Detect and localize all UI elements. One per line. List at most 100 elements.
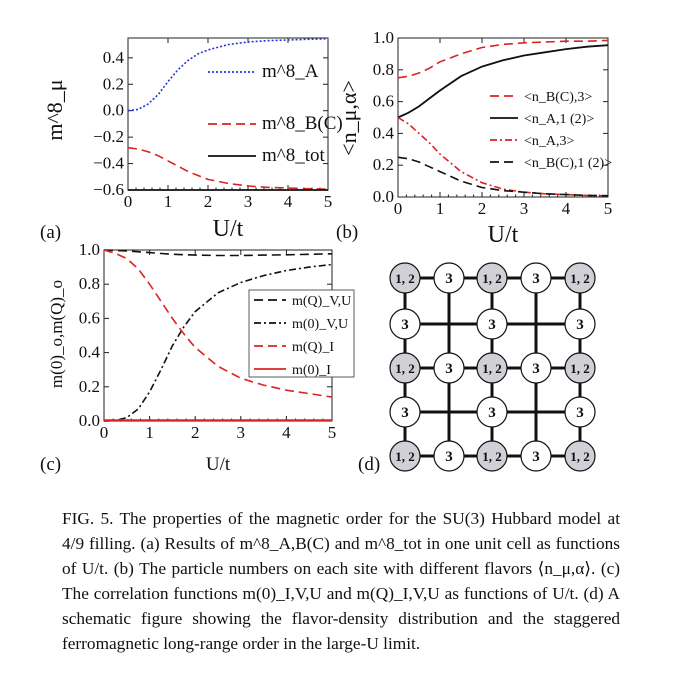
panel-label: (d): [358, 454, 380, 475]
site-label: 1, 2: [570, 271, 590, 286]
y-tick-label: 0.8: [79, 274, 100, 293]
x-tick-label: 1: [436, 199, 445, 218]
series-line-1: [127, 37, 329, 112]
y-tick-label: 0.2: [103, 74, 124, 93]
panel-label: (b): [336, 222, 358, 243]
site-c: [389, 308, 421, 340]
x-tick-label: 5: [604, 199, 613, 218]
site-label: 3: [401, 405, 409, 421]
y-tick-label: 1.0: [373, 28, 394, 47]
site-c: [564, 396, 596, 428]
legend-label-1: m(Q)_V,U: [292, 294, 351, 309]
legend-label-3: <n_A,3>: [524, 134, 575, 149]
y-tick-label: −0.4: [93, 154, 124, 173]
x-tick-label: 3: [237, 423, 246, 442]
legend-label-3: m(Q)_I: [292, 340, 334, 355]
legend-label-1: <n_B(C),3>: [524, 90, 592, 105]
legend-label-2: m(0)_V,U: [292, 317, 348, 332]
x-tick-label: 2: [204, 192, 213, 211]
x-tick-label: 0: [124, 192, 133, 211]
site-label: 3: [488, 405, 496, 421]
site-ab: [564, 352, 596, 384]
site-label: 3: [532, 361, 540, 377]
series-line-1: [397, 39, 609, 79]
site-label: 3: [445, 449, 453, 465]
site-ab: [476, 440, 508, 472]
site-label: 1, 2: [482, 361, 502, 376]
site-label: 3: [576, 405, 584, 421]
x-axis-label: U/t: [488, 222, 519, 248]
x-tick-label: 4: [562, 199, 571, 218]
site-label: 1, 2: [482, 449, 502, 464]
site-ab: [564, 440, 596, 472]
series-line-4: [397, 156, 609, 197]
y-tick-label: 0.2: [373, 155, 394, 174]
x-tick-label: 2: [478, 199, 487, 218]
x-tick-label: 2: [191, 423, 200, 442]
series-line-1: [103, 249, 333, 257]
site-c: [476, 396, 508, 428]
series-line-3: [397, 116, 609, 197]
site-label: 1, 2: [482, 271, 502, 286]
y-tick-label: 0.4: [103, 48, 125, 67]
y-tick-label: −0.2: [93, 127, 124, 146]
x-tick-label: 0: [100, 423, 109, 442]
x-tick-label: 4: [284, 192, 293, 211]
y-axis-label: <n_μ,α>: [336, 80, 361, 156]
legend-label-1: m^8_A: [262, 61, 319, 82]
legend-label-3: m^8_tot: [262, 145, 325, 166]
site-label: 3: [445, 271, 453, 287]
site-ab: [564, 262, 596, 294]
panel-label: (c): [40, 454, 61, 475]
series-line-3: [103, 249, 333, 398]
site-label: 1, 2: [395, 271, 415, 286]
figure-caption: FIG. 5. The properties of the magnetic o…: [62, 506, 620, 656]
y-tick-label: 0.0: [79, 411, 100, 430]
y-tick-label: 0.6: [79, 308, 100, 327]
site-label: 3: [401, 317, 409, 333]
legend-box: [248, 289, 355, 378]
chart-panel-1: 0 1 2 3 4 5 0.4 0.2 0.0 −0.2 −0.4 −0.6 m^8_A m^8_B(C)…: [40, 37, 343, 243]
site-label: 1, 2: [395, 361, 415, 376]
figure-graphics: 0 1 2 3 4 5 0.4 0.2 0.0 −0.2 −0.4 −0.6 m^8_A m^8_B(C)…: [40, 28, 612, 475]
y-axis-label: m^8_μ: [42, 79, 67, 140]
y-tick-label: 0.4: [79, 343, 101, 362]
site-c: [389, 396, 421, 428]
site-label: 3: [488, 317, 496, 333]
site-c: [433, 440, 465, 472]
site-c: [564, 308, 596, 340]
y-tick-label: 0.6: [373, 92, 394, 111]
chart-panel-2: 0 1 2 3 4 5 0.0 0.2 0.4 0.6 0.8 1.0 <n_B(C),3> <n_A,1…: [336, 28, 612, 248]
caption-text: FIG. 5. The properties of the magnetic o…: [62, 509, 620, 653]
site-label: 3: [532, 271, 540, 287]
y-tick-label: 0.0: [103, 101, 124, 120]
site-label: 1, 2: [395, 449, 415, 464]
site-ab: [476, 262, 508, 294]
series-line-2: [127, 146, 329, 191]
lattice-panel: 1, 2 3 1, 2 3 1, 2 3 3 3 1, 2 3 1, 2 3 1, 2 3 3 3 1, 2 3 1…: [358, 262, 596, 475]
site-ab: [389, 440, 421, 472]
site-c: [520, 440, 552, 472]
y-tick-label: 0.8: [373, 60, 394, 79]
site-label: 3: [445, 361, 453, 377]
x-tick-label: 5: [324, 192, 333, 211]
site-label: 1, 2: [570, 361, 590, 376]
x-tick-label: 3: [244, 192, 253, 211]
site-label: 3: [576, 317, 584, 333]
site-c: [520, 262, 552, 294]
x-tick-label: 1: [145, 423, 154, 442]
site-c: [433, 352, 465, 384]
y-tick-label: 1.0: [79, 240, 100, 259]
site-c: [433, 262, 465, 294]
site-ab: [476, 352, 508, 384]
series-line-2: [103, 263, 333, 422]
site-ab: [389, 352, 421, 384]
y-tick-label: 0.4: [373, 123, 395, 142]
site-label: 3: [532, 449, 540, 465]
y-tick-label: 0.2: [79, 377, 100, 396]
legend-label-4: m(0)_I: [292, 363, 331, 378]
legend-label-2: m^8_B(C): [262, 113, 343, 134]
legend-label-2: <n_A,1 (2)>: [524, 112, 594, 127]
chart-panel-3: 0 1 2 3 4 5 0.0 0.2 0.4 0.6 0.8 1.0 m(Q)_V,U m(0)_V,U…: [40, 240, 355, 475]
site-label: 1, 2: [570, 449, 590, 464]
